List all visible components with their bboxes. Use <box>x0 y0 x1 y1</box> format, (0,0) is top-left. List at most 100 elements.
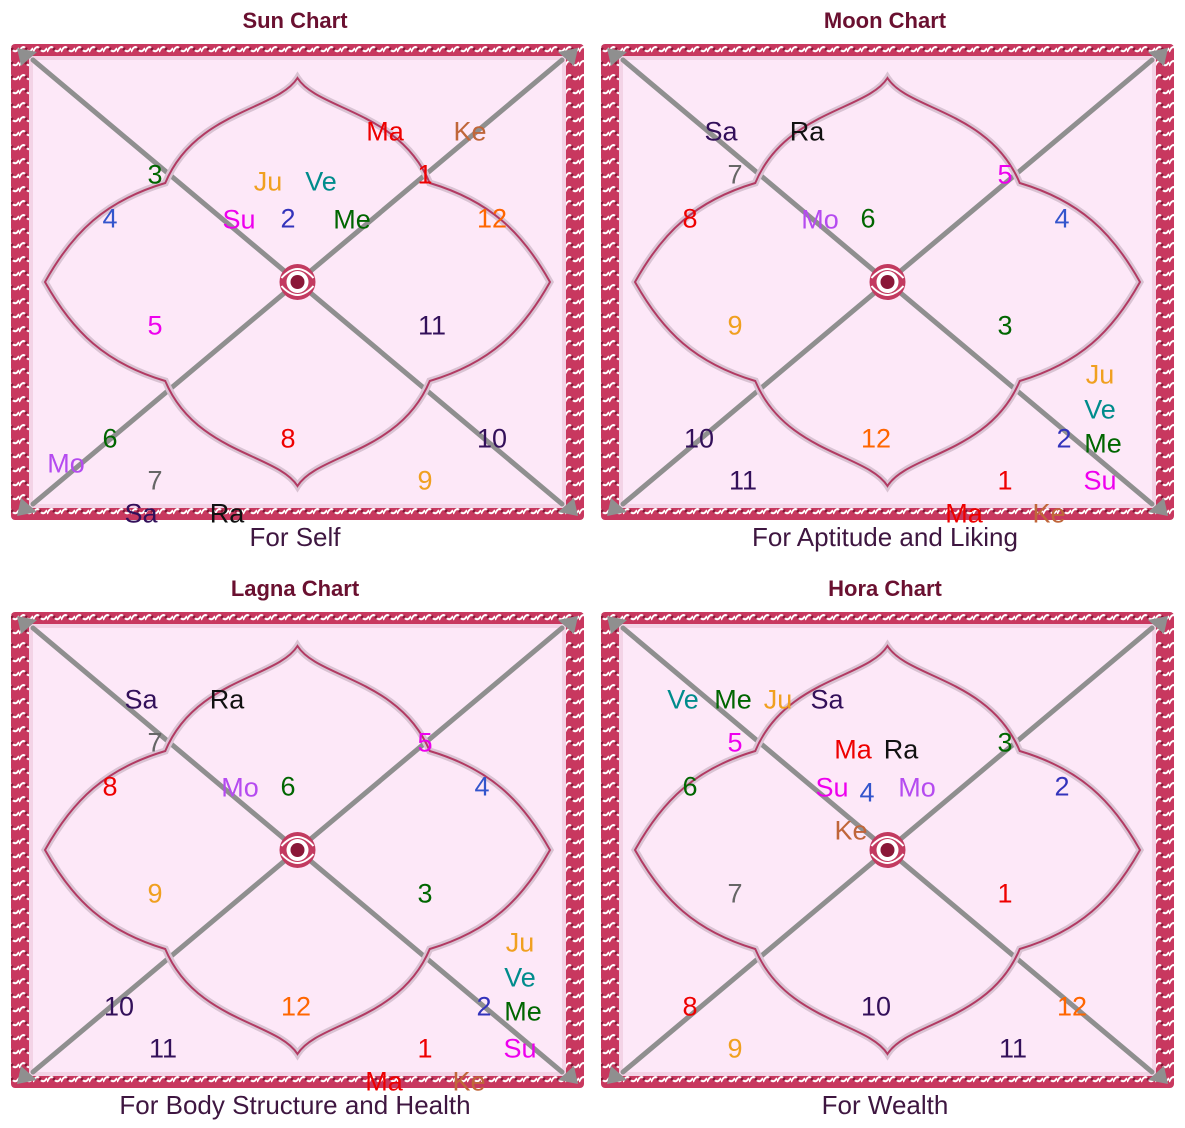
house-number: 4 <box>102 203 118 234</box>
house-number: 5 <box>147 310 163 341</box>
planet-label: Mo <box>898 772 936 803</box>
house-number: 2 <box>1054 771 1070 802</box>
house-number: 8 <box>682 991 698 1022</box>
house-number: 1 <box>997 465 1013 496</box>
planet-label: Ra <box>883 734 919 765</box>
planet-label: Me <box>504 996 542 1027</box>
board-graphic <box>5 610 590 1090</box>
board-center-knot <box>869 264 906 300</box>
board-center-knot <box>279 264 316 300</box>
house-number: 7 <box>727 159 743 190</box>
house-number: 12 <box>1056 991 1088 1022</box>
house-number: 3 <box>147 159 163 190</box>
house-number: 3 <box>417 878 433 909</box>
house-number: 5 <box>417 727 433 758</box>
planet-label: Ju <box>763 684 793 715</box>
house-number: 7 <box>147 727 163 758</box>
planet-label: Ve <box>667 684 699 715</box>
house-number: 3 <box>997 727 1013 758</box>
board-diamond <box>40 71 555 493</box>
kundli-board: Sa Ra 7 5 8 Mo 6 4 9 3 Ju Ve 10 12 2 Me 11 1 Su Ma Ke <box>595 42 1180 527</box>
planet-label: Mo <box>801 204 839 235</box>
house-number: 8 <box>102 771 118 802</box>
kundli-board: Sa Ra 7 5 8 Mo 6 4 9 3 Ju Ve 10 12 2 Me 11 1 Su Ma Ke <box>5 610 590 1095</box>
planet-label: Me <box>333 204 371 235</box>
chart-panel-moon: Moon Chart <box>590 0 1180 560</box>
chart-panel-lagna: Lagna Chart <box>0 568 590 1128</box>
house-number: 1 <box>417 159 433 190</box>
house-number: 4 <box>859 777 875 808</box>
house-number: 10 <box>103 991 135 1022</box>
chart-subtitle: For Aptitude and Liking <box>752 522 1018 552</box>
house-number: 9 <box>147 878 163 909</box>
board-corner-arrows <box>17 616 578 1084</box>
house-number: 6 <box>102 423 118 454</box>
planet-label: Ma <box>365 1066 403 1097</box>
house-number: 8 <box>280 423 296 454</box>
planet-label: Ke <box>452 1066 486 1097</box>
house-number: 3 <box>997 310 1013 341</box>
house-number: 9 <box>727 310 743 341</box>
house-number: 5 <box>997 159 1013 190</box>
board-corner-arrows <box>607 616 1168 1084</box>
planet-label: Su <box>503 1033 537 1064</box>
planet-label: Me <box>1084 428 1122 459</box>
chart-title: Lagna Chart <box>230 576 360 601</box>
house-number: 4 <box>474 771 490 802</box>
chart-title: Moon Chart <box>823 8 947 33</box>
house-number: 4 <box>1054 203 1070 234</box>
house-number: 7 <box>147 465 163 496</box>
house-number: 12 <box>860 423 892 454</box>
board-center-knot <box>279 832 316 868</box>
house-number: 12 <box>280 991 312 1022</box>
house-number: 2 <box>1056 423 1072 454</box>
house-number: 1 <box>417 1033 433 1064</box>
planet-label: Ke <box>834 815 868 846</box>
house-number: 10 <box>683 423 715 454</box>
house-number: 12 <box>476 203 508 234</box>
planet-label: Ju <box>1085 359 1115 390</box>
planet-label: Sa <box>704 116 738 147</box>
house-number: 9 <box>727 1033 743 1064</box>
house-number: 10 <box>860 991 892 1022</box>
kundli-board: Ma Ke 3 Ju Ve 1 4 Su 2 Me 12 5 11 6 8 10 Mo 7 9 Sa Ra <box>5 42 590 527</box>
house-number: 7 <box>727 878 743 909</box>
board-diamond <box>630 71 1145 493</box>
planet-label: Ra <box>209 684 245 715</box>
house-number: 6 <box>860 203 876 234</box>
house-number: 11 <box>998 1033 1028 1064</box>
house-number: 2 <box>476 991 492 1022</box>
planet-label: Mo <box>221 772 259 803</box>
house-number: 9 <box>417 465 433 496</box>
planet-label: Sa <box>124 684 158 715</box>
house-number: 11 <box>417 310 447 341</box>
house-number: 8 <box>682 203 698 234</box>
chart-title: Hora Chart <box>828 576 942 601</box>
planet-label: Me <box>714 684 752 715</box>
planet-label: Sa <box>810 684 844 715</box>
planet-label: Ve <box>305 166 337 197</box>
chart-subtitle: For Wealth <box>821 1090 949 1120</box>
board-diamond <box>40 639 555 1061</box>
house-number: 6 <box>682 771 698 802</box>
house-number: 10 <box>476 423 508 454</box>
chart-subtitle: For Body Structure and Health <box>119 1090 471 1120</box>
planet-label: Ju <box>505 927 535 958</box>
planet-label: Ke <box>453 116 487 147</box>
house-number: 6 <box>280 771 296 802</box>
planet-label: Mo <box>47 448 85 479</box>
planet-label: Ve <box>504 962 536 993</box>
planet-label: Su <box>815 772 849 803</box>
board-diamond <box>630 639 1145 1061</box>
board-graphic <box>595 610 1180 1090</box>
chart-title: Sun Chart <box>242 8 348 33</box>
board-center-knot <box>869 832 906 868</box>
board-graphic <box>5 42 590 522</box>
house-number: 11 <box>728 465 758 496</box>
house-number: 1 <box>997 878 1013 909</box>
planet-label: Ju <box>253 166 283 197</box>
planet-label: Ke <box>1032 498 1066 529</box>
planet-label: Su <box>222 204 256 235</box>
planet-label: Ma <box>366 116 404 147</box>
chart-panel-hora: Hora Chart <box>590 568 1180 1128</box>
